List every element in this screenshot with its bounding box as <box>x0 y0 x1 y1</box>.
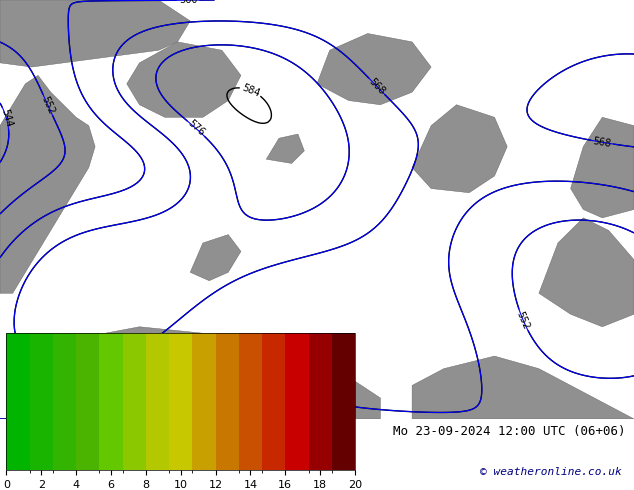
Text: 576: 576 <box>186 119 206 138</box>
Text: 560: 560 <box>20 414 38 424</box>
Text: Mo 23-09-2024 12:00 UTC (06+06): Mo 23-09-2024 12:00 UTC (06+06) <box>393 425 626 438</box>
Text: © weatheronline.co.uk: © weatheronline.co.uk <box>479 467 621 477</box>
Text: Height 500 hPa  Spread  mean+σ  [gpdm]  ECMWF: Height 500 hPa Spread mean+σ [gpdm] ECMW… <box>6 425 344 438</box>
Text: 568: 568 <box>366 76 387 97</box>
Text: 552: 552 <box>39 95 56 116</box>
Text: 560: 560 <box>179 0 197 5</box>
Text: 568: 568 <box>592 136 612 149</box>
Text: 584: 584 <box>240 82 261 98</box>
Text: 544: 544 <box>0 108 14 128</box>
Text: 552: 552 <box>515 309 531 331</box>
